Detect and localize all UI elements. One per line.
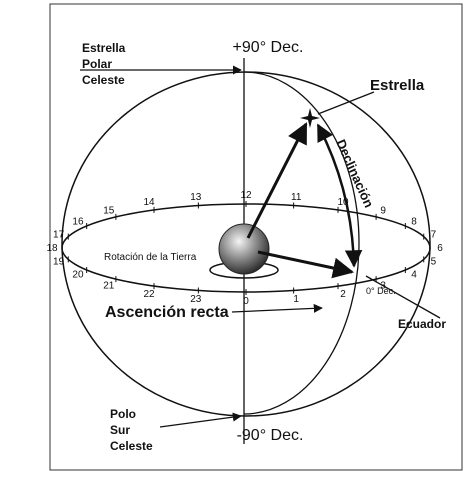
- hour-label: 1: [293, 294, 299, 305]
- hour-label: 22: [143, 289, 155, 300]
- north-pole-label: Estrella: [82, 41, 126, 55]
- hour-label: 7: [431, 229, 437, 240]
- hour-label: 20: [72, 270, 84, 281]
- south-pole-label: Sur: [110, 423, 130, 437]
- equator-pointer: [366, 276, 440, 318]
- hour-label: 0: [243, 296, 249, 307]
- hour-label: 9: [380, 206, 386, 217]
- equator-label: Ecuador: [398, 317, 446, 331]
- hour-label: 13: [190, 192, 202, 203]
- hour-label: 5: [431, 257, 437, 268]
- right-ascension-label: Ascención recta: [105, 304, 229, 321]
- hour-label: 6: [437, 243, 443, 254]
- hour-label: 21: [103, 280, 115, 291]
- hour-label: 23: [190, 294, 202, 305]
- hour-label: 12: [240, 190, 252, 201]
- south-pole-pointer: [160, 416, 241, 427]
- hour-label: 8: [411, 217, 417, 228]
- hour-label: 18: [46, 243, 58, 254]
- north-pole-label: Celeste: [82, 73, 125, 87]
- south-pole-label: Polo: [110, 407, 136, 421]
- south-pole-label: Celeste: [110, 439, 153, 453]
- hour-label: 17: [53, 229, 65, 240]
- hour-label: 3: [380, 280, 386, 291]
- hour-label: 15: [103, 206, 115, 217]
- star-vector: [248, 124, 306, 238]
- right-ascension-arrow: [232, 308, 322, 312]
- rotation-label: Rotación de la Tierra: [104, 252, 197, 263]
- diagram: +90° Dec. -90° Dec. Estrella Polar Celes…: [0, 0, 469, 477]
- star-pointer: [318, 92, 374, 114]
- equator-vector: [258, 252, 352, 272]
- hour-label: 10: [337, 197, 349, 208]
- star-label: Estrella: [370, 77, 425, 94]
- north-dec: +90° Dec.: [233, 39, 304, 56]
- hour-label: 19: [53, 257, 65, 268]
- south-dec: -90° Dec.: [237, 427, 304, 444]
- hour-label: 4: [411, 270, 417, 281]
- hour-label: 16: [72, 217, 84, 228]
- earth: [219, 224, 269, 274]
- hour-label: 2: [340, 289, 346, 300]
- hour-label: 11: [291, 192, 302, 203]
- hour-label: 14: [143, 197, 155, 208]
- north-pole-label: Polar: [82, 57, 112, 71]
